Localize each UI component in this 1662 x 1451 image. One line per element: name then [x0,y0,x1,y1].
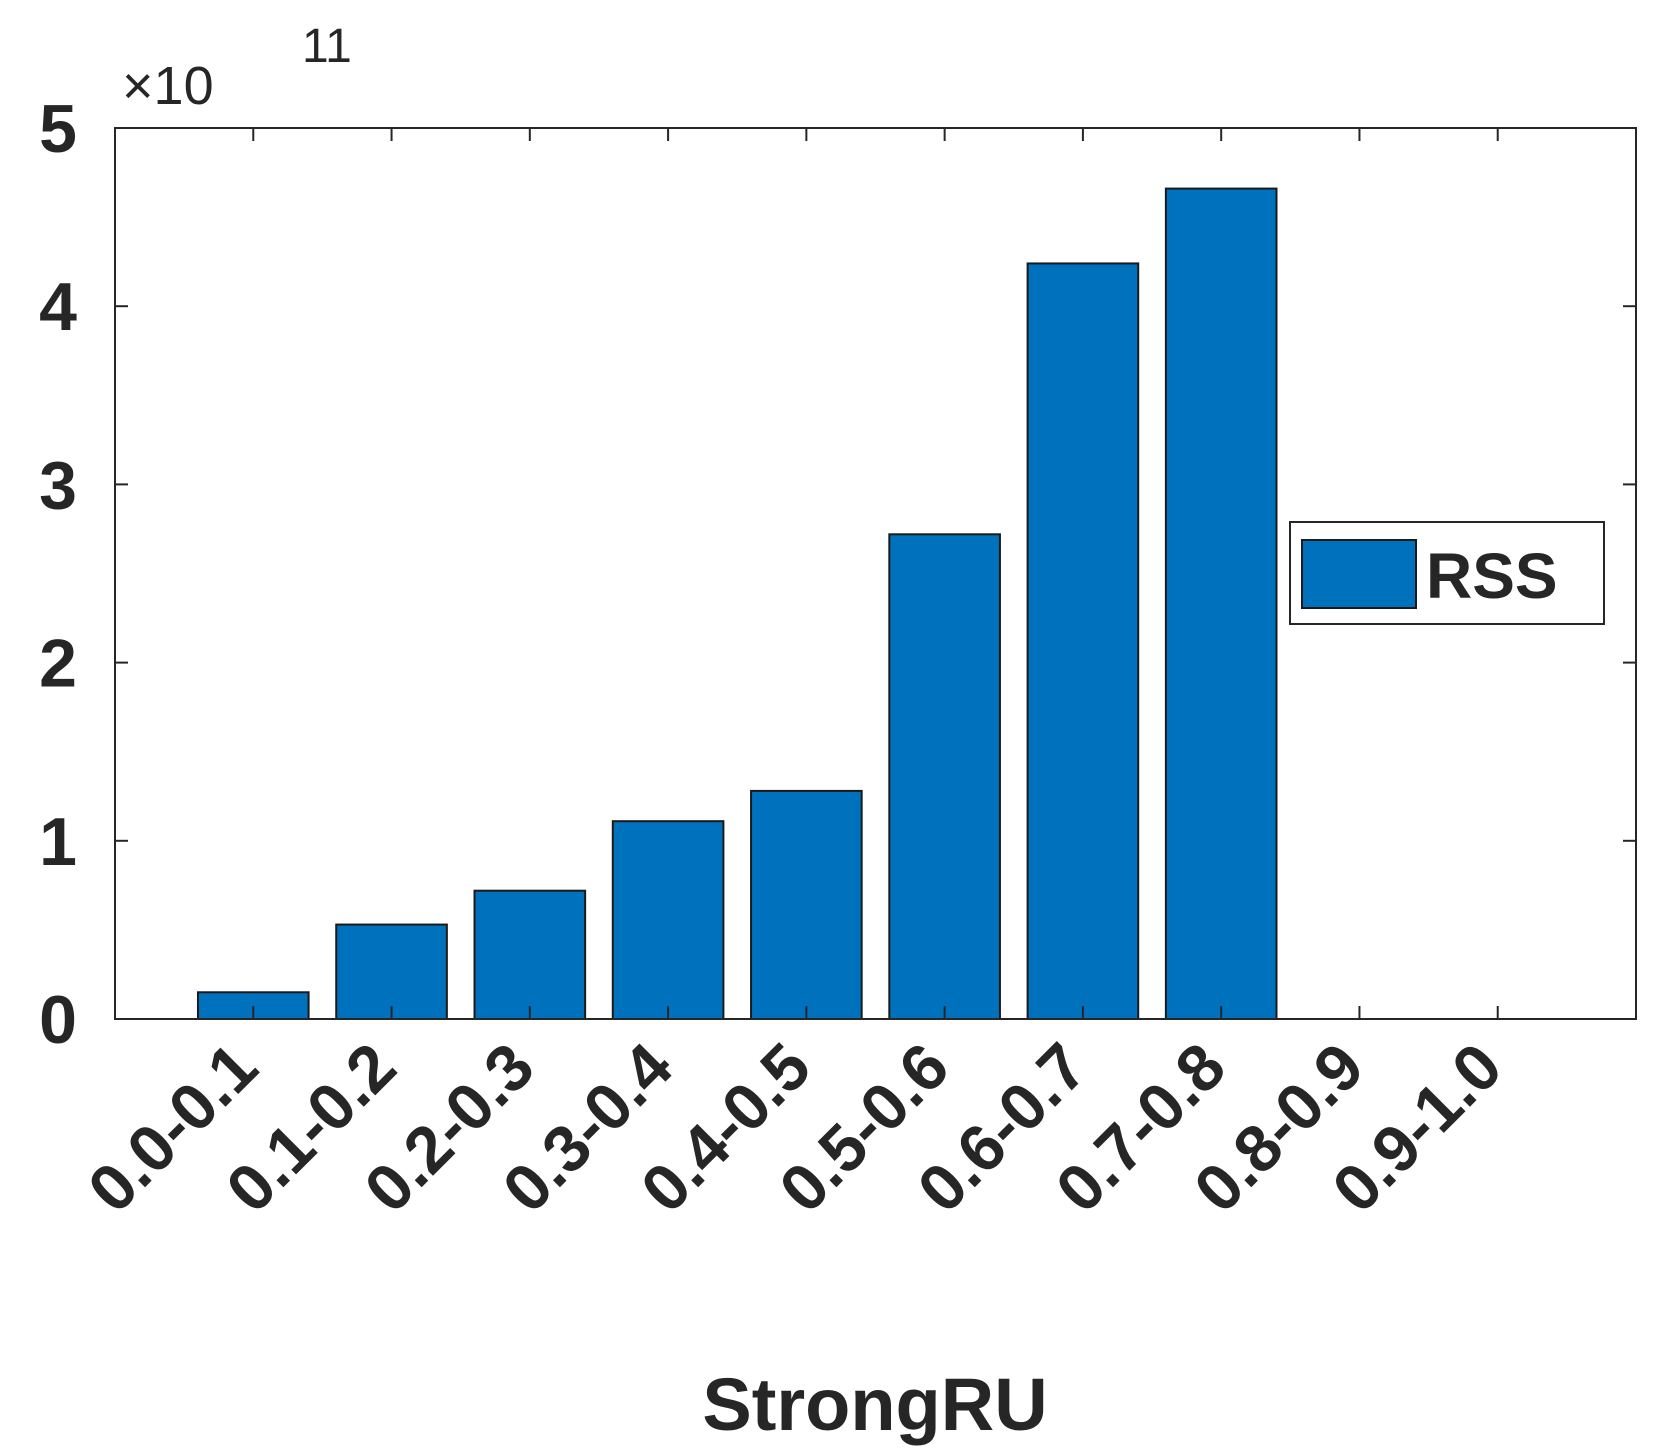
y-multiplier-exponent: 11 [302,20,352,73]
y-tick-label: 4 [39,269,77,345]
y-tick-label: 5 [39,91,77,167]
bar-0.2-0.3 [473,889,587,1020]
y-tick-labels: 0 1 2 3 4 5 [39,91,77,1058]
y-tick-label: 2 [39,626,77,702]
y-tick-label: 3 [39,447,77,523]
bar-0.5-0.6 [888,533,1001,1021]
bar-0.7-0.8 [1164,187,1278,1020]
legend-swatch [1301,539,1417,609]
x-axis-label: StrongRU [702,1363,1047,1446]
legend: RSS [1289,521,1605,625]
x-tick-labels: 0.0-0.10.1-0.20.2-0.30.3-0.40.4-0.50.5-0… [74,1028,1516,1226]
bars-group [196,187,1278,1021]
legend-label: RSS [1426,540,1558,612]
bar-0.4-0.5 [750,789,863,1020]
y-tick-label: 1 [39,804,77,880]
axis-ticks [115,127,1636,1020]
y-multiplier-base: ×10 [122,56,214,116]
bar-0.6-0.7 [1026,262,1140,1020]
bar-0.1-0.2 [335,923,448,1021]
bar-0.3-0.4 [611,820,725,1020]
axes-box [114,127,1637,1020]
y-tick-label: 0 [39,982,77,1058]
